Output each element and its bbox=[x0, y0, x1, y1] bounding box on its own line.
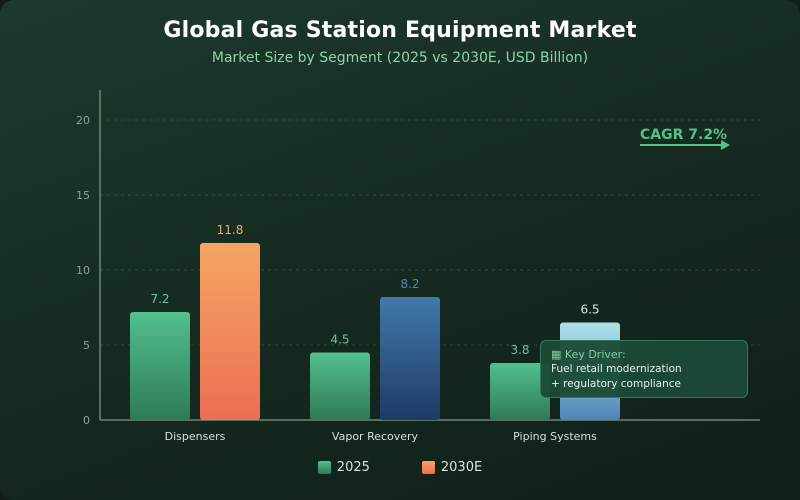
bar-dispensers-2030e[interactable] bbox=[200, 243, 260, 420]
data-label-piping-systems-2025: 3.8 bbox=[510, 343, 529, 357]
data-label-dispensers-2030e: 11.8 bbox=[217, 223, 244, 237]
building-icon: ▦ bbox=[551, 348, 565, 361]
legend-item-2030e[interactable]: 2030E bbox=[421, 460, 483, 475]
key-driver-line-2: + regulatory compliance bbox=[551, 378, 682, 390]
data-label-vapor-recovery-2030e: 8.2 bbox=[400, 277, 419, 291]
key-driver-title: Key Driver: bbox=[564, 348, 626, 361]
legend-label-2030e: 2030E bbox=[440, 460, 483, 475]
y-tick-label: 0 bbox=[83, 414, 90, 427]
arrow-right-icon bbox=[721, 140, 730, 150]
key-driver-callout: ▦ Key Driver: Fuel retail modernization … bbox=[540, 340, 748, 398]
y-tick-label: 10 bbox=[76, 264, 90, 277]
bar-dispensers-2025[interactable] bbox=[130, 312, 190, 420]
chart-legend: 2025 2030E bbox=[0, 460, 800, 475]
x-tick-label-dispensers: Dispensers bbox=[165, 430, 226, 443]
y-tick-label: 20 bbox=[76, 114, 90, 127]
legend-swatch-2025 bbox=[317, 461, 331, 474]
data-label-piping-systems-2030e: 6.5 bbox=[580, 303, 599, 317]
legend-label-2025: 2025 bbox=[336, 460, 370, 475]
bar-vapor-recovery-2030e[interactable] bbox=[380, 297, 440, 420]
y-tick-label: 15 bbox=[76, 189, 90, 202]
legend-item-2025[interactable]: 2025 bbox=[317, 460, 370, 475]
bar-piping-systems-2025[interactable] bbox=[490, 363, 550, 420]
data-label-vapor-recovery-2025: 4.5 bbox=[330, 333, 349, 347]
data-label-dispensers-2025: 7.2 bbox=[150, 292, 169, 306]
chart-title: Global Gas Station Equipment Market bbox=[163, 18, 637, 43]
y-tick-label: 5 bbox=[83, 339, 90, 352]
x-tick-label-vapor-recovery: Vapor Recovery bbox=[332, 430, 419, 443]
key-driver-line-1: Fuel retail modernization bbox=[551, 363, 682, 375]
key-driver-title-row: ▦ Key Driver: bbox=[551, 347, 737, 362]
legend-swatch-2030e bbox=[421, 461, 435, 474]
bar-vapor-recovery-2025[interactable] bbox=[310, 352, 370, 421]
x-tick-label-piping-systems: Piping Systems bbox=[513, 430, 597, 443]
cagr-annotation: CAGR 7.2% bbox=[640, 127, 728, 143]
chart-subtitle: Market Size by Segment (2025 vs 2030E, U… bbox=[211, 50, 589, 66]
